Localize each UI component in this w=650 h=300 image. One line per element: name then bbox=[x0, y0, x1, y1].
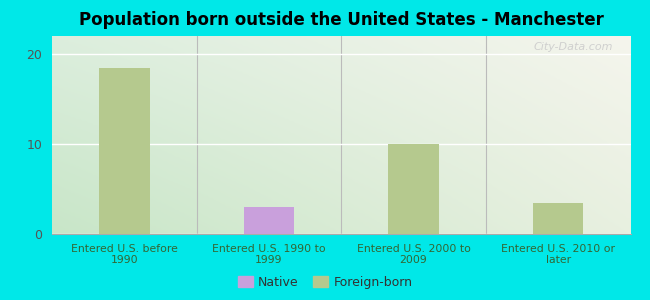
Title: Population born outside the United States - Manchester: Population born outside the United State… bbox=[79, 11, 604, 29]
Text: City-Data.com: City-Data.com bbox=[534, 42, 613, 52]
Bar bbox=[388, 144, 439, 234]
Bar bbox=[244, 207, 294, 234]
Bar bbox=[99, 68, 150, 234]
Legend: Native, Foreign-born: Native, Foreign-born bbox=[233, 271, 417, 294]
Bar bbox=[533, 202, 584, 234]
